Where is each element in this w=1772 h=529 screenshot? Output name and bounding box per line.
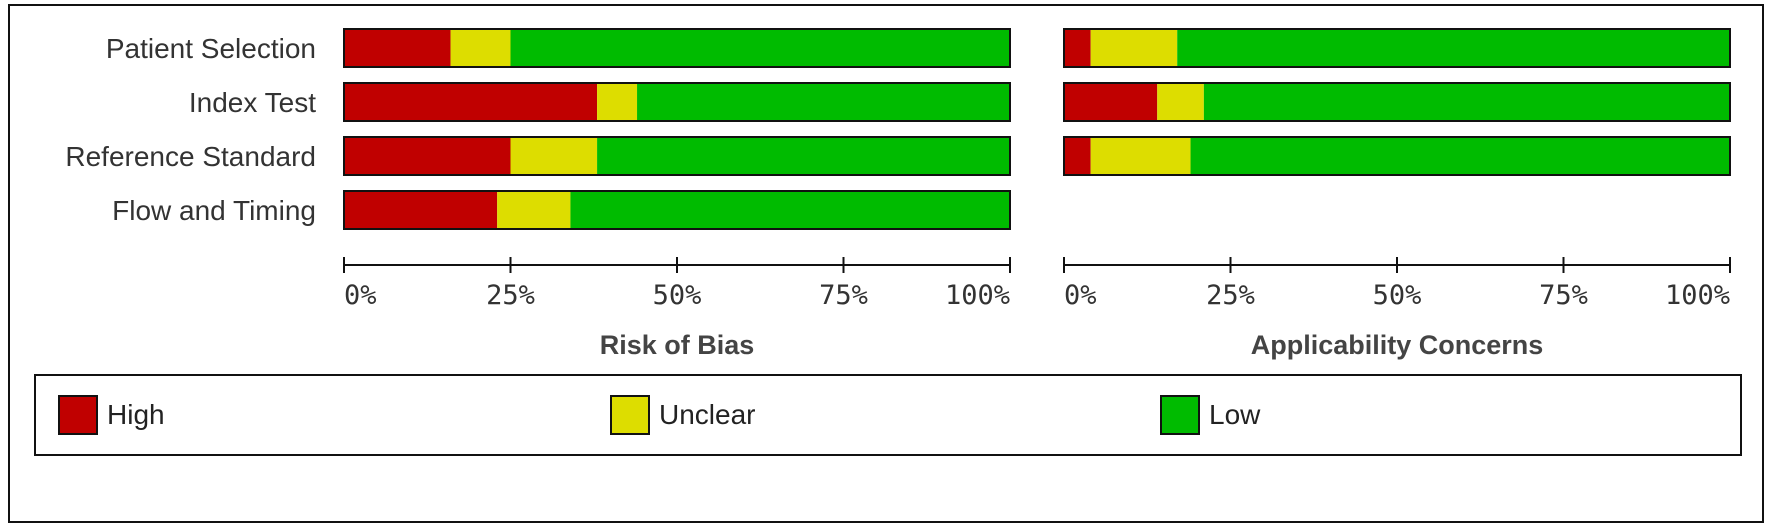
x-tick-label-risk-of-bias-3: 75% [819, 280, 868, 311]
panel-title-risk-of-bias: Risk of Bias [600, 330, 755, 360]
bar-risk-of-bias-reference-standard-low [597, 137, 1010, 175]
x-tick-label-applicability-concerns-2: 50% [1373, 280, 1422, 311]
bar-risk-of-bias-flow-and-timing-high [344, 191, 498, 229]
panel-title-applicability-concerns: Applicability Concerns [1251, 330, 1544, 360]
bar-applicability-concerns-patient-selection-unclear [1090, 29, 1178, 67]
category-label-patient-selection: Patient Selection [106, 33, 316, 64]
legend-label-low: Low [1209, 399, 1261, 430]
x-tick-label-applicability-concerns-0: 0% [1064, 280, 1097, 311]
bar-applicability-concerns-patient-selection-high [1064, 29, 1091, 67]
bar-risk-of-bias-patient-selection-unclear [450, 29, 511, 67]
bar-risk-of-bias-patient-selection-high [344, 29, 451, 67]
bar-risk-of-bias-reference-standard-high [344, 137, 511, 175]
bar-applicability-concerns-index-test-low [1203, 83, 1730, 121]
bar-risk-of-bias-index-test-high [344, 83, 598, 121]
legend-item-low: Low [1160, 395, 1260, 435]
bar-outline-risk-of-bias-patient-selection [343, 28, 1011, 68]
bar-risk-of-bias-index-test-unclear [597, 83, 638, 121]
bar-risk-of-bias-patient-selection-low [510, 29, 1010, 67]
x-tick-label-applicability-concerns-4: 100% [1665, 280, 1730, 311]
legend-label-high: High [107, 399, 165, 430]
x-tick-label-risk-of-bias-4: 100% [945, 280, 1010, 311]
bar-risk-of-bias-flow-and-timing-unclear [497, 191, 571, 229]
x-tick-label-applicability-concerns-1: 25% [1206, 280, 1255, 311]
bar-outline-risk-of-bias-index-test [343, 82, 1011, 122]
bar-applicability-concerns-reference-standard-unclear [1090, 137, 1191, 175]
bar-applicability-concerns-reference-standard-low [1190, 137, 1730, 175]
category-label-reference-standard: Reference Standard [65, 141, 316, 172]
legend-swatch-high [58, 395, 98, 435]
legend: High Unclear Low [34, 374, 1742, 456]
bar-applicability-concerns-index-test-unclear [1157, 83, 1204, 121]
x-tick-label-risk-of-bias-2: 50% [653, 280, 702, 311]
x-tick-label-risk-of-bias-1: 25% [486, 280, 535, 311]
bar-outline-applicability-concerns-patient-selection [1063, 28, 1731, 68]
bar-risk-of-bias-reference-standard-unclear [510, 137, 598, 175]
bar-risk-of-bias-flow-and-timing-low [570, 191, 1010, 229]
legend-item-unclear: Unclear [610, 395, 755, 435]
legend-item-high: High [58, 395, 165, 435]
legend-swatch-unclear [610, 395, 650, 435]
legend-label-unclear: Unclear [659, 399, 756, 430]
bar-outline-applicability-concerns-index-test [1063, 82, 1731, 122]
bar-applicability-concerns-reference-standard-high [1064, 137, 1091, 175]
x-tick-label-risk-of-bias-0: 0% [344, 280, 377, 311]
bar-applicability-concerns-index-test-high [1064, 83, 1158, 121]
bar-outline-applicability-concerns-reference-standard [1063, 136, 1731, 176]
x-tick-label-applicability-concerns-3: 75% [1539, 280, 1588, 311]
bar-risk-of-bias-index-test-low [637, 83, 1010, 121]
bar-outline-risk-of-bias-reference-standard [343, 136, 1011, 176]
bar-applicability-concerns-patient-selection-low [1177, 29, 1730, 67]
bar-outline-risk-of-bias-flow-and-timing [343, 190, 1011, 230]
category-label-flow-and-timing: Flow and Timing [112, 195, 316, 226]
category-label-index-test: Index Test [189, 87, 316, 118]
legend-swatch-low [1160, 395, 1200, 435]
